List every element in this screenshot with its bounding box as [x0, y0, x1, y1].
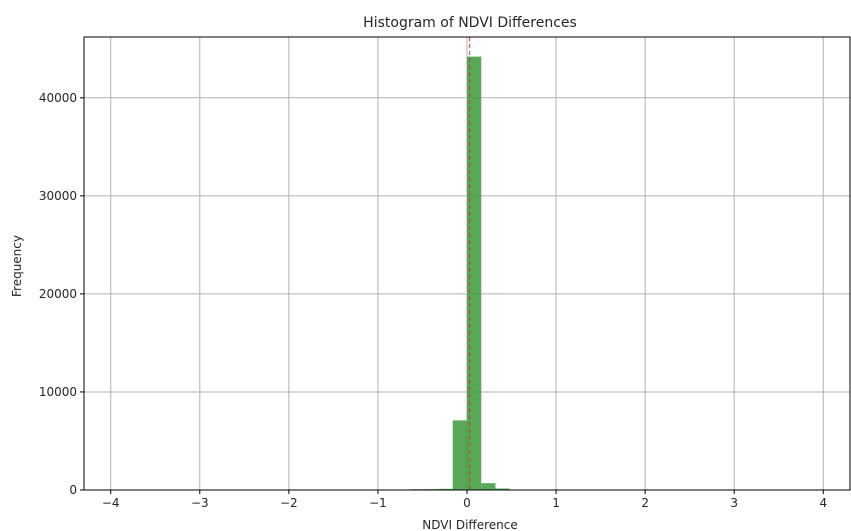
- y-tick-label: 10000: [39, 385, 77, 399]
- histogram-bar: [467, 56, 482, 491]
- x-tick-label: −3: [191, 496, 209, 510]
- histogram-bar: [452, 420, 467, 490]
- x-tick-label: 3: [730, 496, 738, 510]
- y-axis-ticks: 0 10000 20000 30000 40000: [39, 91, 84, 497]
- x-tick-label: −4: [102, 496, 120, 510]
- x-axis-ticks: −4 −3 −2 −1 0 1 2 3 4: [102, 490, 827, 510]
- x-tick-label: 1: [552, 496, 560, 510]
- chart-title: Histogram of NDVI Differences: [363, 15, 577, 31]
- y-tick-label: 20000: [39, 287, 77, 301]
- y-tick-label: 0: [69, 483, 77, 497]
- x-tick-label: 4: [819, 496, 827, 510]
- x-tick-label: −1: [369, 496, 387, 510]
- x-axis-label: NDVI Difference: [422, 518, 517, 531]
- x-tick-label: −2: [280, 496, 298, 510]
- y-axis-label: Frequency: [10, 235, 24, 297]
- x-tick-label: 2: [641, 496, 649, 510]
- histogram-bar: [481, 483, 496, 490]
- y-tick-label: 40000: [39, 91, 77, 105]
- histogram-bars: [409, 56, 510, 491]
- x-tick-label: 0: [463, 496, 471, 510]
- y-tick-label: 30000: [39, 189, 77, 203]
- histogram-bar: [438, 488, 453, 490]
- histogram-bar: [495, 488, 510, 490]
